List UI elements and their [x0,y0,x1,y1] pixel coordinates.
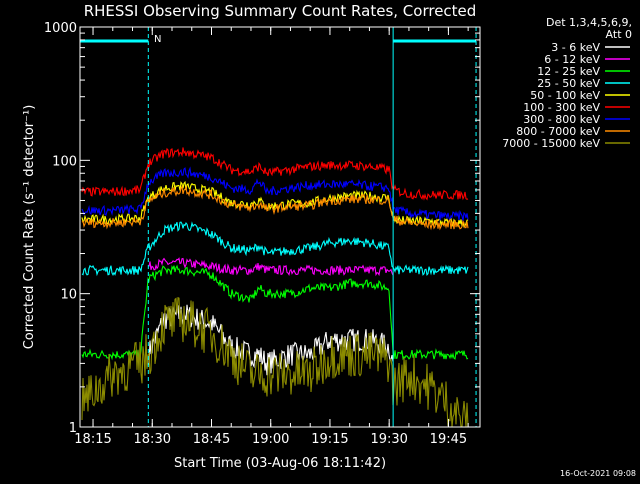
timestamp: 16-Oct-2021 09:08 [560,469,636,478]
svg-text:12 - 25 keV: 12 - 25 keV [537,65,600,78]
svg-text:18:45: 18:45 [193,432,230,447]
series-line-50-100-kev [81,180,469,228]
svg-text:3 - 6 keV: 3 - 6 keV [551,41,600,54]
svg-text:6 - 12 keV: 6 - 12 keV [544,53,600,66]
svg-text:1000: 1000 [44,21,77,36]
svg-text:50 - 100 keV: 50 - 100 keV [530,89,600,102]
series-line-12-25-kev [81,264,469,361]
legend-entry-100-300-kev: 100 - 300 keV [523,101,630,114]
svg-text:100 - 300 keV: 100 - 300 keV [523,101,600,114]
y-tick-1000: 1000 [44,21,480,36]
series-line-7000-15000-kev [81,296,469,428]
series-line-25-50-kev [81,221,469,277]
attenuator-label: Att 0 [606,28,632,41]
legend-entry-6-12-kev: 6 - 12 keV [544,53,630,66]
svg-text:19:00: 19:00 [252,432,289,447]
svg-text:19:30: 19:30 [370,432,407,447]
series-layer [81,147,469,428]
detector-label: Det 1,3,4,5,6,9, [546,16,632,29]
series-line-300-800-kev [81,166,469,222]
x-axis: 18:15 18:30 18:45 19:00 19:15 19:30 19:45 [74,27,469,447]
legend-entry-12-25-kev: 12 - 25 keV [537,65,630,78]
svg-text:800 - 7000 keV: 800 - 7000 keV [516,125,600,138]
svg-text:100: 100 [52,154,77,169]
plot-area: 18:15 18:30 18:45 19:00 19:15 19:30 19:45 1101… [44,21,481,447]
series-line-800-7000-kev [81,184,469,231]
series-line-6-12-kev [148,257,394,277]
svg-text:10: 10 [60,288,77,303]
legend-entry-300-800-kev: 300 - 800 keV [523,113,630,126]
y-axis: 1 10 100 1000 [44,21,480,436]
legend-entry-800-7000-kev: 800 - 7000 keV [516,125,630,138]
svg-text:19:45: 19:45 [430,432,467,447]
x-axis-label: Start Time (03-Aug-06 18:11:42) [174,456,386,471]
legend-entry-50-100-kev: 50 - 100 keV [530,89,630,102]
svg-text:1: 1 [69,421,77,436]
y-tick-100: 100 [52,154,480,169]
night-marker: N [154,34,161,45]
y-tick-10: 10 [60,288,480,303]
svg-text:18:15: 18:15 [74,432,111,447]
plot-frame [79,26,481,428]
legend-entry-7000-15000-kev: 7000 - 15000 keV [502,137,630,150]
series-line-3-6-kev [148,304,394,376]
x-tick-1830: 18:30 [134,27,171,447]
legend-entry-3-6-kev: 3 - 6 keV [551,41,630,54]
svg-text:7000 - 15000 keV: 7000 - 15000 keV [502,137,600,150]
svg-text:18:30: 18:30 [134,432,171,447]
svg-text:25 - 50 keV: 25 - 50 keV [537,77,600,90]
night-interval-2 [392,27,477,427]
night-interval-1 [79,27,149,427]
y-axis-label: Corrected Count Rate (s⁻¹ detector⁻¹) [22,105,37,350]
x-tick-1945: 19:45 [430,27,467,447]
legend-entry-25-50-kev: 25 - 50 keV [537,77,630,90]
y-tick-1: 1 [69,421,480,436]
series-line-100-300-kev [81,147,469,201]
svg-text:300 - 800 keV: 300 - 800 keV [523,113,600,126]
svg-text:19:15: 19:15 [311,432,348,447]
chart-title: RHESSI Observing Summary Count Rates, Co… [84,2,477,20]
